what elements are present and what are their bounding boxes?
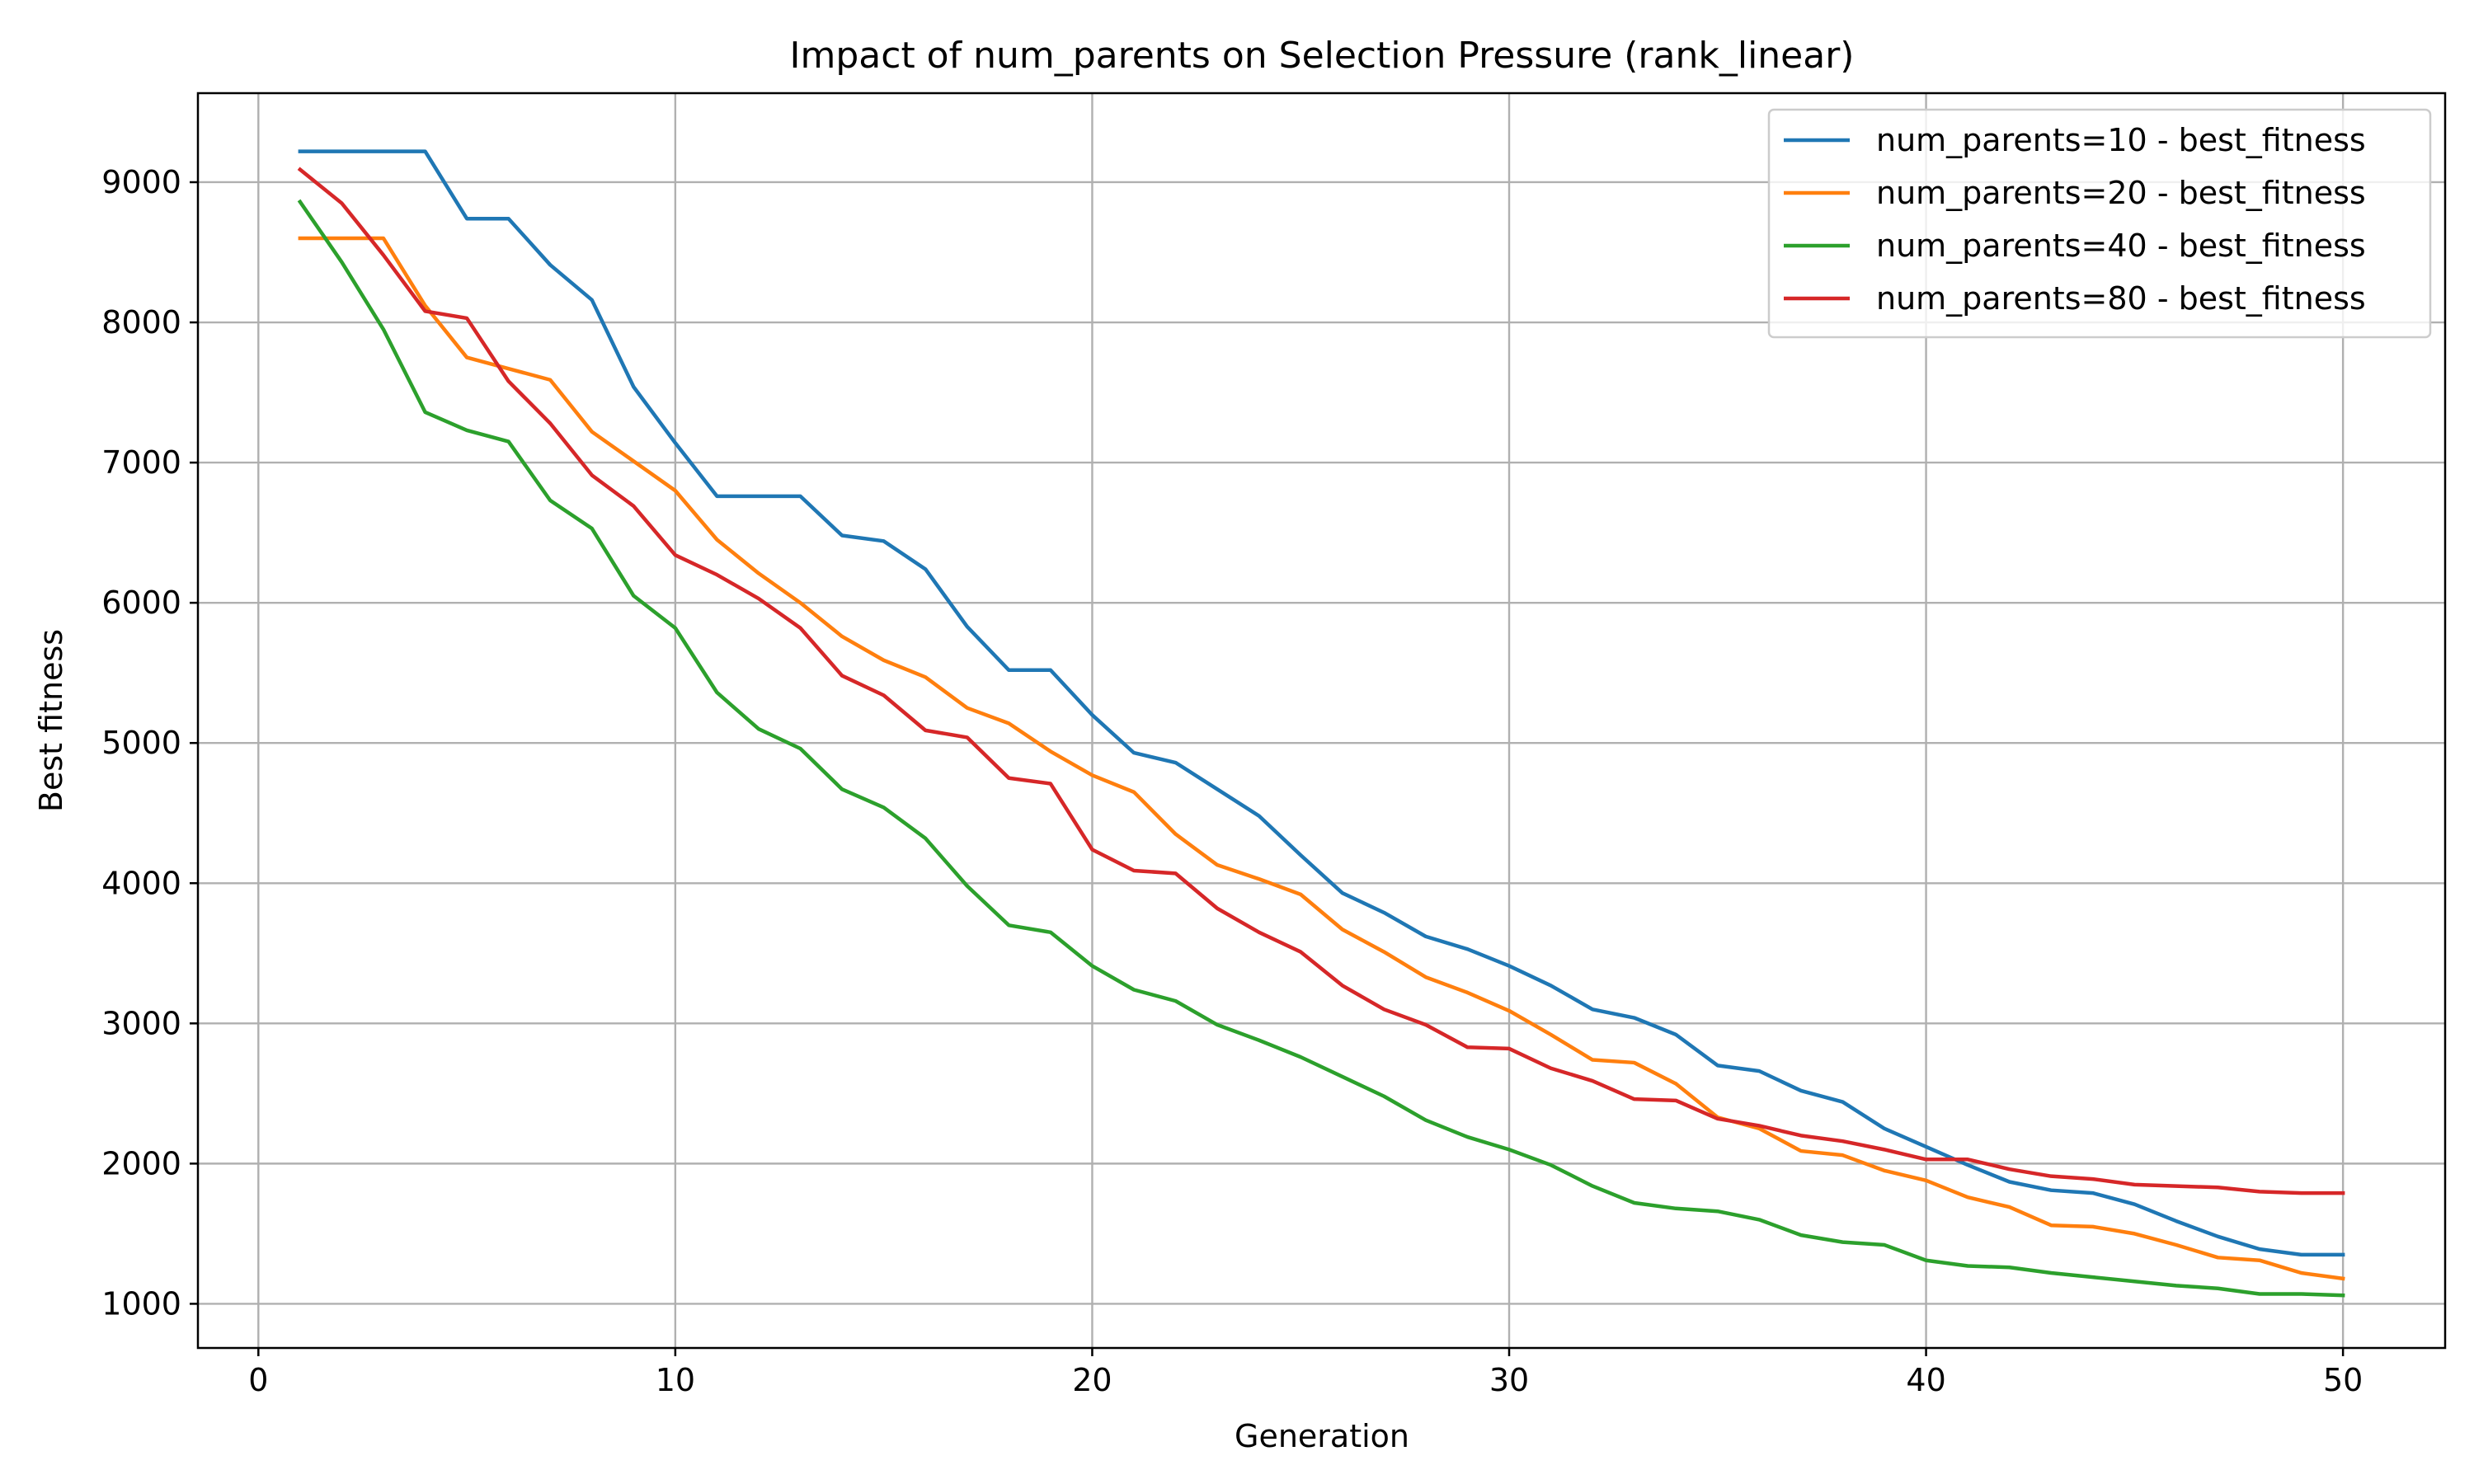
x-tick-label: 10	[656, 1362, 695, 1398]
grid-lines	[198, 93, 2445, 1348]
y-tick-label: 9000	[101, 164, 181, 200]
legend: num_parents=10 - best_fitness num_parents…	[1767, 108, 2432, 339]
legend-label: num_parents=10 - best_fitness	[1876, 122, 2366, 158]
plot-frame	[196, 92, 2447, 1350]
chart-title: Impact of num_parents on Selection Press…	[790, 35, 1855, 77]
x-axis-label: Generation	[1235, 1418, 1409, 1454]
series-line-2	[298, 236, 2345, 1281]
y-tick-label: 3000	[101, 1005, 181, 1041]
x-tick-label: 30	[1489, 1362, 1529, 1398]
legend-label: num_parents=80 - best_fitness	[1876, 280, 2366, 317]
y-tick-label: 1000	[101, 1285, 181, 1322]
x-tick-label: 40	[1906, 1362, 1945, 1398]
legend-label: num_parents=20 - best_fitness	[1876, 175, 2366, 211]
x-tick-label: 0	[248, 1362, 268, 1398]
series-line-4	[297, 167, 2345, 1195]
y-tick-label: 8000	[101, 304, 181, 340]
y-axis-ticks: 1000 2000 3000 4000 5000 6000 7000 8000 9000	[101, 164, 198, 1322]
legend-label: num_parents=40 - best_fitness	[1876, 228, 2366, 264]
series-group	[297, 149, 2345, 1298]
x-axis-ticks: 0 10 20 30 40 50	[248, 1348, 2363, 1398]
x-tick-label: 50	[2323, 1362, 2363, 1398]
y-tick-label: 4000	[101, 865, 181, 901]
legend-box	[1767, 108, 2432, 339]
y-axis-label: Best fitness	[33, 629, 69, 812]
y-tick-label: 6000	[101, 585, 181, 621]
y-tick-label: 7000	[101, 444, 181, 481]
y-tick-label: 5000	[101, 725, 181, 761]
y-tick-label: 2000	[101, 1145, 181, 1181]
series-line-1	[298, 149, 2345, 1257]
x-tick-label: 20	[1072, 1362, 1112, 1398]
series-line-3	[297, 199, 2345, 1298]
